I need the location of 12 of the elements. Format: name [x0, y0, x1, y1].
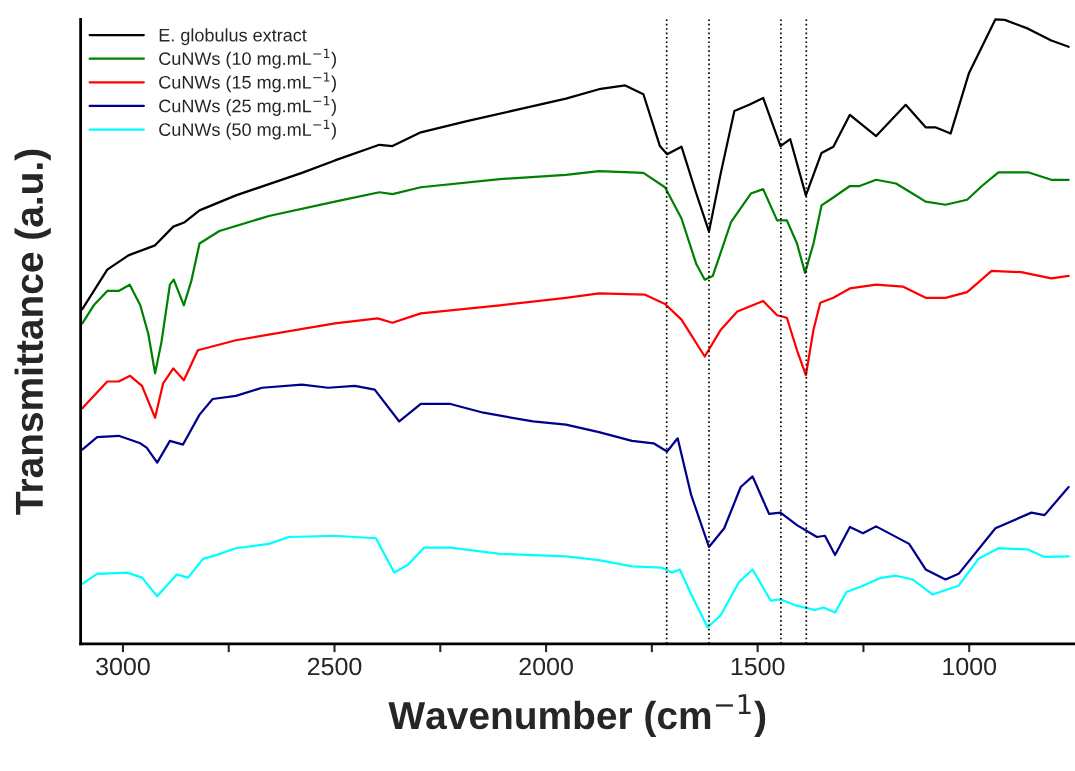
x-axis-title: Wavenumber (cm$^{−1}$) [388, 694, 766, 737]
x-tick-label: 3000 [96, 657, 150, 676]
x-tick-label: 2500 [307, 657, 362, 676]
legend-label: CuNWs (25 mg.mL$^{−1}$) [159, 96, 336, 116]
legend-label: E. globulus extract [159, 28, 307, 46]
x-tick-label: 1000 [943, 657, 997, 676]
x-tick-label: 2000 [519, 657, 573, 676]
legend-label: CuNWs (10 mg.mL$^{−1}$) [159, 48, 336, 69]
legend-label: CuNWs (15 mg.mL$^{−1}$) [159, 72, 336, 93]
y-axis-title: Transmittance (a.u.) [14, 149, 51, 515]
legend-label: CuNWs (50 mg.mL$^{−1}$) [159, 119, 336, 140]
x-tick-label: 1500 [731, 657, 785, 676]
